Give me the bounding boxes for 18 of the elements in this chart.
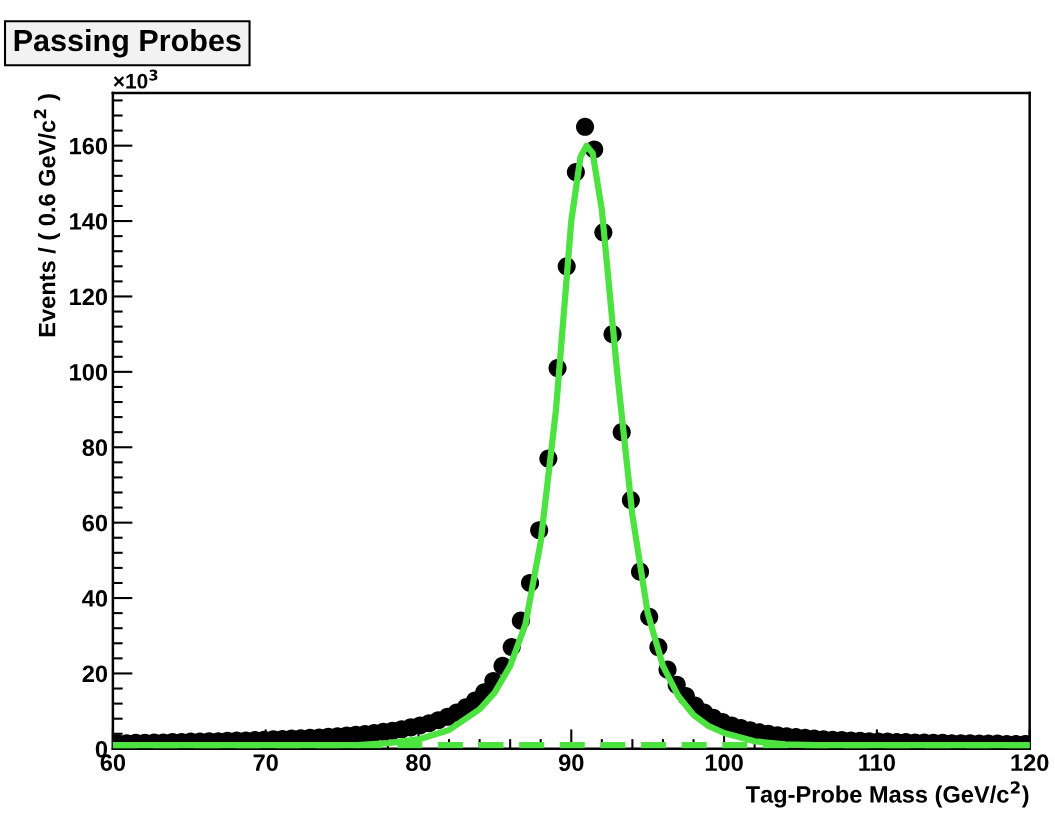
- x-tick-label: 90: [558, 754, 584, 772]
- text: ×10$^{3}$: [113, 69, 158, 89]
- x-tick-label: 80: [406, 754, 431, 772]
- x-tick-label: 110: [859, 754, 895, 772]
- y-tick-label: 80: [82, 439, 108, 457]
- x-tick-label: 100: [705, 754, 743, 772]
- y-tick-label: 60: [82, 514, 108, 532]
- x-tick-label: 120: [1011, 754, 1049, 772]
- y-tick-label: 20: [82, 665, 108, 683]
- y-tick-label: 160: [70, 137, 108, 155]
- x-axis-title: Tag-Probe Mass (GeV/c$^{2}$): [745, 781, 1029, 808]
- y-tick-label: 120: [70, 288, 108, 306]
- y-axis-title: Events / ( 0.6 GeV/c$^{2}$ ): [33, 94, 61, 337]
- y-tick-label: 40: [82, 590, 108, 607]
- x-tick-label: 70: [253, 754, 278, 772]
- chart-title: Passing Probes: [14, 28, 241, 58]
- y-tick-label: 140: [70, 213, 108, 230]
- y-tick-label: 100: [70, 363, 108, 381]
